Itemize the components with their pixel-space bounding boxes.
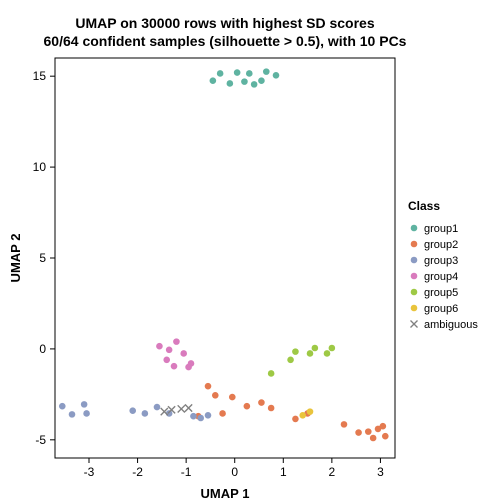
svg-text:5: 5: [39, 251, 46, 265]
point-group5: [307, 350, 314, 357]
point-group2: [229, 394, 236, 401]
point-group4: [166, 347, 173, 354]
point-group2: [365, 428, 372, 435]
legend-marker: [411, 225, 418, 232]
svg-text:0: 0: [231, 465, 238, 479]
legend-marker: [411, 241, 418, 248]
point-group2: [212, 392, 219, 399]
x-axis-label: UMAP 1: [201, 486, 250, 501]
svg-text:3: 3: [377, 465, 384, 479]
point-group3: [59, 403, 66, 410]
point-group1: [251, 81, 258, 88]
point-group3: [205, 412, 212, 419]
legend-label: group2: [424, 239, 458, 251]
legend-label: group6: [424, 303, 458, 315]
point-group2: [268, 405, 275, 412]
svg-text:15: 15: [33, 69, 47, 83]
point-group1: [217, 70, 224, 77]
point-group5: [312, 345, 319, 352]
svg-text:1: 1: [280, 465, 287, 479]
legend-label: group3: [424, 255, 458, 267]
point-group1: [246, 70, 253, 77]
point-group2: [380, 423, 387, 430]
legend-label: group5: [424, 287, 458, 299]
point-group1: [258, 77, 265, 84]
point-group2: [244, 403, 251, 410]
legend-label: group4: [424, 271, 458, 283]
point-group4: [185, 364, 192, 371]
legend-marker: [411, 273, 418, 280]
legend-title: Class: [408, 199, 440, 213]
point-group4: [180, 350, 187, 357]
point-group3: [81, 401, 88, 408]
point-group2: [341, 421, 348, 428]
legend-marker: [411, 305, 418, 312]
point-group3: [142, 410, 149, 417]
svg-text:-3: -3: [84, 465, 95, 479]
point-group4: [173, 338, 180, 345]
svg-text:-5: -5: [35, 433, 46, 447]
point-group5: [324, 350, 331, 357]
point-group1: [273, 72, 280, 79]
chart-title-line2: 60/64 confident samples (silhouette > 0.…: [44, 33, 407, 49]
point-group3: [154, 404, 161, 411]
legend-label: ambiguous: [424, 319, 478, 331]
point-group5: [329, 345, 336, 352]
point-group2: [382, 433, 389, 440]
point-group5: [287, 357, 294, 364]
point-group3: [69, 411, 76, 418]
point-group1: [241, 78, 248, 85]
svg-text:-2: -2: [132, 465, 143, 479]
point-group5: [292, 348, 299, 355]
point-group1: [210, 77, 217, 84]
point-group2: [370, 435, 377, 442]
point-group3: [190, 413, 197, 420]
point-group2: [292, 416, 299, 423]
svg-text:2: 2: [329, 465, 336, 479]
point-group1: [263, 68, 270, 75]
svg-text:10: 10: [33, 160, 47, 174]
point-group6: [307, 408, 314, 415]
point-group2: [258, 399, 265, 406]
point-group4: [163, 357, 170, 364]
point-group2: [205, 383, 212, 390]
point-group1: [227, 80, 234, 87]
legend-label: group1: [424, 223, 458, 235]
point-group3: [129, 407, 136, 414]
svg-text:0: 0: [39, 342, 46, 356]
chart-bg: [0, 0, 504, 504]
chart-title-line1: UMAP on 30000 rows with highest SD score…: [75, 15, 374, 31]
point-group2: [355, 429, 362, 436]
legend-marker: [411, 289, 418, 296]
point-group3: [197, 415, 204, 422]
point-group1: [234, 69, 241, 76]
point-group2: [219, 410, 226, 417]
legend-marker: [411, 257, 418, 264]
point-group6: [299, 412, 306, 419]
point-group4: [171, 363, 178, 370]
point-group4: [156, 343, 163, 350]
point-group3: [83, 410, 90, 417]
y-axis-label: UMAP 2: [8, 234, 23, 283]
point-group5: [268, 370, 275, 377]
svg-text:-1: -1: [181, 465, 192, 479]
